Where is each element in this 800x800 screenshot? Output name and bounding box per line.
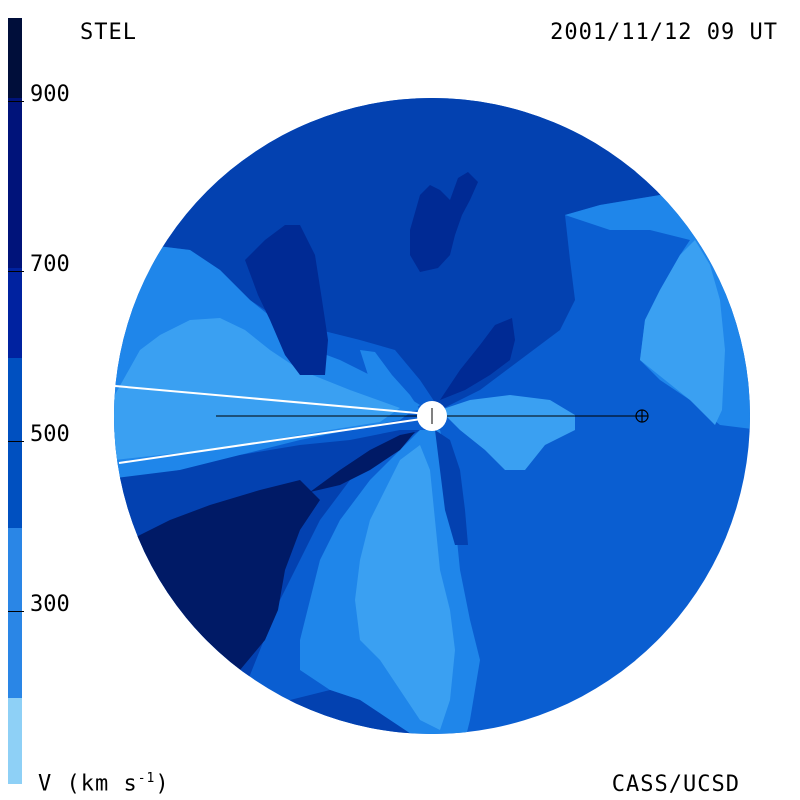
colorbar-tick — [8, 611, 24, 612]
colorbar-tick-label: 300 — [30, 592, 70, 617]
colorbar-tick — [8, 441, 24, 442]
colorbar-segment — [8, 98, 22, 268]
timestamp-label: 2001/11/12 09 UT — [550, 20, 778, 45]
data-gap-line-lower — [118, 417, 429, 464]
region-east-streamer — [440, 395, 575, 470]
colorbar-segment — [8, 268, 22, 358]
colorbar-segment — [8, 358, 22, 528]
colorbar-unit-label: V (km s-1) — [38, 772, 170, 795]
colorbar-tick — [8, 101, 24, 102]
unit-text: V (km s — [38, 771, 138, 797]
region-north-dark-spike — [440, 318, 515, 400]
colorbar — [8, 18, 22, 784]
colorbar-segment — [8, 698, 22, 784]
colorbar-segment — [8, 528, 22, 698]
region-north-dark-blob-top — [410, 172, 478, 272]
credit-label: CASS/UCSD — [611, 772, 740, 797]
colorbar-segment — [8, 18, 22, 98]
unit-exponent: -1 — [137, 771, 156, 786]
colorbar-tick-label: 500 — [30, 422, 70, 447]
instrument-label: STEL — [80, 20, 137, 45]
colorbar-tick — [8, 271, 24, 272]
region-diagonal-darkest-streak — [310, 432, 415, 492]
colorbar-tick-label: 900 — [30, 82, 70, 107]
region-south-inner-dark — [435, 430, 468, 545]
region-northeast-lighter — [640, 240, 725, 425]
region-north-light-finger — [360, 350, 420, 412]
unit-text-end: ) — [155, 771, 170, 797]
earth-icon — [635, 409, 649, 423]
colorbar-tick-label: 700 — [30, 252, 70, 277]
region-south-lighter — [355, 445, 455, 730]
data-gap-line-upper — [114, 385, 429, 415]
region-north-dark-blob-left — [245, 225, 328, 375]
region-west-lighter — [114, 318, 400, 460]
